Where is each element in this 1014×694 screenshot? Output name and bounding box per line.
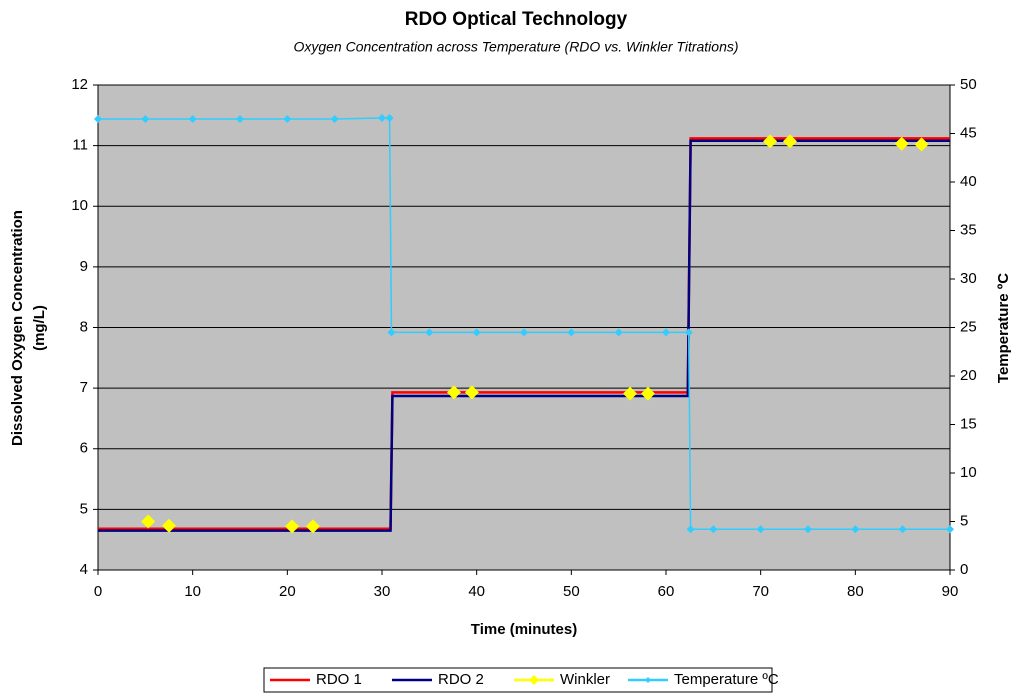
series-marker [141,514,156,529]
series-marker [662,328,670,337]
series-marker [894,136,909,151]
series-marker [387,328,396,337]
series-marker [567,328,576,337]
y-tick-label: 10 [71,197,88,214]
x-tick-label: 80 [847,583,864,600]
series-marker [378,113,386,122]
y-tick-label: 12 [71,76,88,93]
legend-label: Temperature ºC [674,671,779,688]
x-tick-label: 30 [374,583,391,600]
series-marker [623,386,638,401]
series-marker [330,114,339,123]
y-tick-label: 9 [80,258,88,275]
series-marker [804,525,812,534]
y2-tick-label: 30 [960,270,977,287]
chart-title: RDO Optical Technology [405,9,628,30]
series-marker [756,525,765,534]
y2-tick-label: 50 [960,76,977,93]
series-marker [763,134,778,149]
series-marker [684,328,693,337]
chart-subtitle: Oxygen Concentration across Temperature … [293,39,738,55]
y2-tick-label: 35 [960,221,977,238]
series-marker [385,113,394,122]
series-marker [305,519,320,534]
series-marker [946,525,954,534]
legend-label: Winkler [560,671,610,688]
series-marker [783,134,798,149]
y2-tick-label: 20 [960,367,977,384]
series-marker [94,114,102,123]
y-axis-title: Dissolved Oxygen Concentration [9,210,26,446]
series-marker [614,328,623,337]
y-axis-title: (mg/L) [31,305,48,351]
y2-tick-label: 5 [960,512,968,529]
legend-label: RDO 2 [438,671,484,688]
series-marker [686,525,695,534]
series-marker [898,525,907,534]
y2-tick-label: 25 [960,318,977,335]
x-axis-title: Time (minutes) [471,621,577,638]
x-tick-label: 70 [752,583,769,600]
series-marker [162,518,176,533]
y-tick-label: 4 [80,561,88,578]
x-tick-label: 0 [94,583,102,600]
series-line [98,139,950,532]
series-marker [425,328,434,337]
series-marker [851,525,860,534]
series-line [98,137,950,531]
series-marker [520,328,528,337]
y2-tick-label: 40 [960,173,977,190]
series-marker [236,114,244,123]
series-marker [641,386,656,401]
x-tick-label: 50 [563,583,580,600]
y2-tick-label: 15 [960,415,977,432]
y-tick-label: 11 [72,137,88,154]
y2-tick-label: 10 [960,464,977,481]
x-tick-label: 20 [279,583,296,600]
legend-marker [645,677,651,683]
y2-tick-label: 45 [960,124,977,141]
series-marker [709,525,718,534]
series-marker [285,519,300,534]
series-marker [914,137,929,152]
x-tick-label: 60 [658,583,675,600]
series-marker [472,328,481,337]
x-tick-label: 10 [184,583,201,600]
x-tick-label: 40 [468,583,485,600]
x-tick-label: 90 [942,583,959,600]
y2-axis-title: Temperature ºC [995,273,1012,383]
series-marker [464,385,479,400]
y-tick-label: 5 [80,500,88,517]
series-marker [141,114,150,123]
y-tick-label: 8 [80,318,88,335]
y2-tick-label: 0 [960,561,968,578]
legend-label: RDO 1 [316,671,362,688]
series-marker [283,114,292,123]
y-tick-label: 6 [80,440,88,457]
series-marker [188,114,197,123]
y-tick-label: 7 [80,379,88,396]
series-marker [446,385,461,400]
legend-marker [529,675,539,685]
